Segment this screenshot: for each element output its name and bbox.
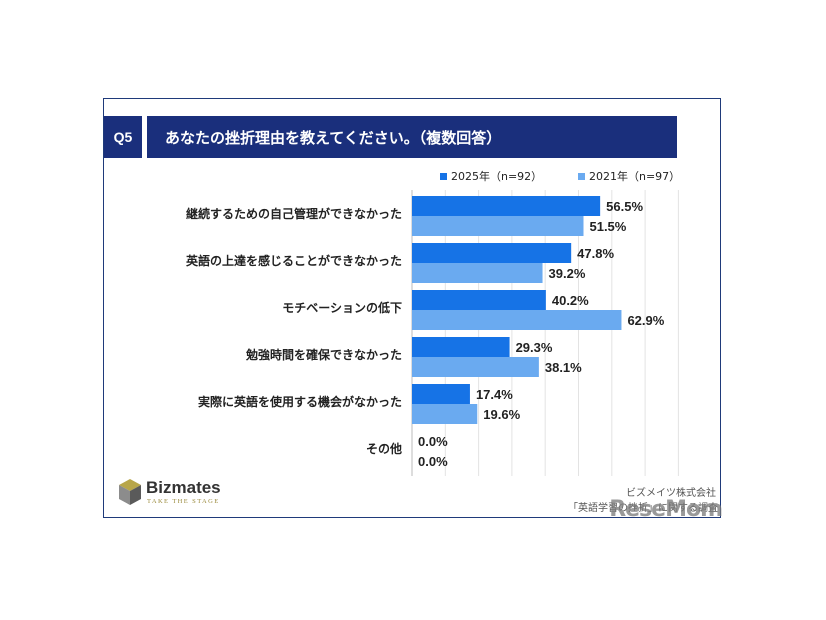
bar-2021	[412, 216, 584, 236]
data-label-2021: 38.1%	[545, 360, 582, 375]
bizmates-logo-icon	[119, 479, 141, 505]
category-label: 実際に英語を使用する機会がなかった	[198, 394, 402, 409]
legend-label-2025: 2025年（n=92）	[451, 170, 543, 183]
data-label-2021: 0.0%	[418, 454, 448, 469]
category-label: モチベーションの低下	[282, 300, 402, 315]
legend-swatch-2025	[440, 172, 447, 180]
data-label-2021: 62.9%	[627, 313, 664, 328]
data-label-2025: 40.2%	[552, 293, 589, 308]
legend-label-2021: 2021年（n=97）	[589, 170, 681, 183]
bar-2021	[412, 310, 622, 330]
question-title: あなたの挫折理由を教えてください。（複数回答）	[147, 116, 677, 158]
resemom-watermark: ReseMom	[609, 497, 723, 522]
bar-2021	[412, 263, 543, 283]
category-label: 継続するための自己管理ができなかった	[186, 206, 402, 221]
bar-2025	[412, 290, 546, 310]
bar-2021	[412, 404, 478, 424]
data-label-2021: 19.6%	[483, 407, 520, 422]
source-survey: 「英語学習の挫折」に関する調査	[568, 503, 718, 514]
logo-name: Bizmates	[146, 478, 221, 497]
data-label-2025: 56.5%	[606, 199, 643, 214]
source-company: ビズメイツ株式会社	[626, 488, 716, 499]
question-number-badge: Q5	[104, 116, 142, 158]
bar-2025	[412, 337, 510, 357]
bar-2021	[412, 357, 539, 377]
legend-swatch-2021	[578, 172, 585, 180]
bar-2025	[412, 384, 470, 404]
bar-2025	[412, 196, 601, 216]
data-label-2025: 0.0%	[418, 434, 448, 449]
data-label-2025: 47.8%	[577, 246, 614, 261]
bar-2025	[412, 243, 572, 263]
data-label-2025: 29.3%	[516, 340, 553, 355]
legend-item-2021: 2021年（n=97）	[578, 168, 680, 184]
category-label: 英語の上達を感じることができなかった	[186, 253, 402, 268]
logo-tagline: TAKE THE STAGE	[147, 498, 220, 505]
category-label: 勉強時間を確保できなかった	[245, 347, 402, 362]
data-label-2021: 51.5%	[589, 219, 626, 234]
data-label-2025: 17.4%	[476, 387, 513, 402]
legend-item-2025: 2025年（n=92）	[440, 168, 542, 184]
category-label: その他	[366, 441, 402, 456]
data-label-2021: 39.2%	[549, 266, 586, 281]
